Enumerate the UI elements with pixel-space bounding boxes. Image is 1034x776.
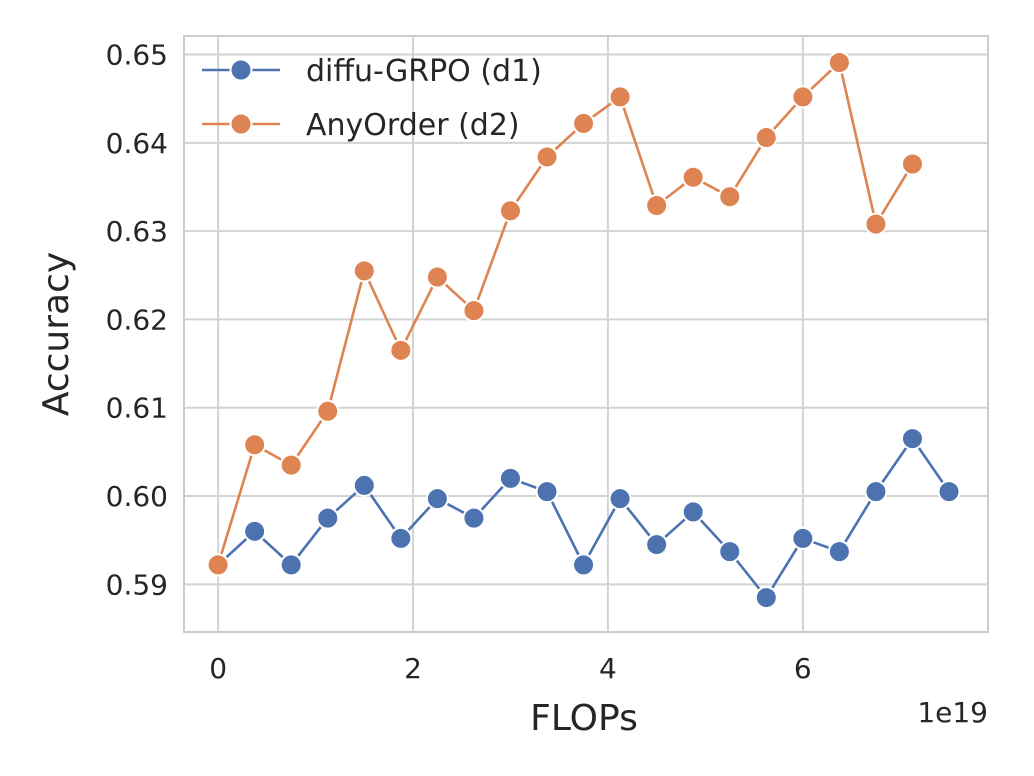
legend: diffu-GRPO (d1) AnyOrder (d2) <box>202 54 542 143</box>
plot-frame <box>183 35 989 633</box>
data-point-diffu-grpo <box>498 466 522 490</box>
data-point-diffu-grpo <box>535 480 559 504</box>
data-point-anyorder <box>864 212 888 236</box>
y-tick-label: 0.64 <box>106 127 168 160</box>
data-point-anyorder <box>572 111 596 135</box>
gridlines <box>184 36 988 632</box>
data-point-anyorder <box>791 85 815 109</box>
data-point-anyorder <box>352 259 376 283</box>
data-point-diffu-grpo <box>900 427 924 451</box>
y-axis-label: Accuracy <box>36 252 77 416</box>
data-point-anyorder <box>681 165 705 189</box>
data-point-diffu-grpo <box>608 487 632 511</box>
legend-marker-diffu-grpo <box>229 58 253 82</box>
data-point-diffu-grpo <box>827 540 851 564</box>
data-point-anyorder <box>462 299 486 323</box>
data-point-anyorder <box>425 265 449 289</box>
data-point-anyorder <box>206 553 230 577</box>
data-point-diffu-grpo <box>316 506 340 530</box>
x-axis-label: FLOPs <box>530 698 638 739</box>
data-point-diffu-grpo <box>462 506 486 530</box>
data-point-diffu-grpo <box>425 487 449 511</box>
data-point-diffu-grpo <box>718 540 742 564</box>
data-point-diffu-grpo <box>389 526 413 550</box>
data-point-anyorder <box>754 126 778 150</box>
data-point-anyorder <box>279 453 303 477</box>
tick-labels: 0 2 4 6 0.59 0.60 0.61 0.62 0.63 0.64 0.65 <box>106 39 812 685</box>
data-point-diffu-grpo <box>937 480 961 504</box>
x-tick-label: 6 <box>794 652 812 685</box>
series-group <box>206 50 961 610</box>
y-tick-label: 0.63 <box>106 215 168 248</box>
y-tick-label: 0.61 <box>106 392 168 425</box>
data-point-diffu-grpo <box>864 480 888 504</box>
x-tick-label: 0 <box>209 652 227 685</box>
data-point-diffu-grpo <box>572 553 596 577</box>
data-point-diffu-grpo <box>681 500 705 524</box>
data-point-anyorder <box>535 145 559 169</box>
data-point-anyorder <box>827 50 851 74</box>
legend-marker-anyorder <box>229 112 253 136</box>
data-point-anyorder <box>900 152 924 176</box>
data-point-diffu-grpo <box>754 586 778 610</box>
data-point-anyorder <box>718 185 742 209</box>
y-tick-label: 0.60 <box>106 480 168 513</box>
data-point-anyorder <box>316 399 340 423</box>
y-tick-label: 0.62 <box>106 303 168 336</box>
data-point-anyorder <box>389 338 413 362</box>
data-point-diffu-grpo <box>352 473 376 497</box>
legend-label-diffu-grpo: diffu-GRPO (d1) <box>306 54 542 89</box>
legend-label-anyorder: AnyOrder (d2) <box>306 108 520 143</box>
data-point-diffu-grpo <box>645 533 669 557</box>
x-tick-label: 4 <box>599 652 617 685</box>
data-point-diffu-grpo <box>279 553 303 577</box>
data-point-anyorder <box>645 194 669 218</box>
data-point-anyorder <box>243 433 267 457</box>
y-tick-label: 0.59 <box>106 568 168 601</box>
y-tick-label: 0.65 <box>106 39 168 72</box>
data-point-anyorder <box>608 85 632 109</box>
data-point-diffu-grpo <box>243 519 267 543</box>
x-tick-label: 2 <box>404 652 422 685</box>
series-anyorder <box>206 50 924 577</box>
x-axis-offset-label: 1e19 <box>917 696 988 729</box>
data-point-anyorder <box>498 199 522 223</box>
data-point-diffu-grpo <box>791 526 815 550</box>
